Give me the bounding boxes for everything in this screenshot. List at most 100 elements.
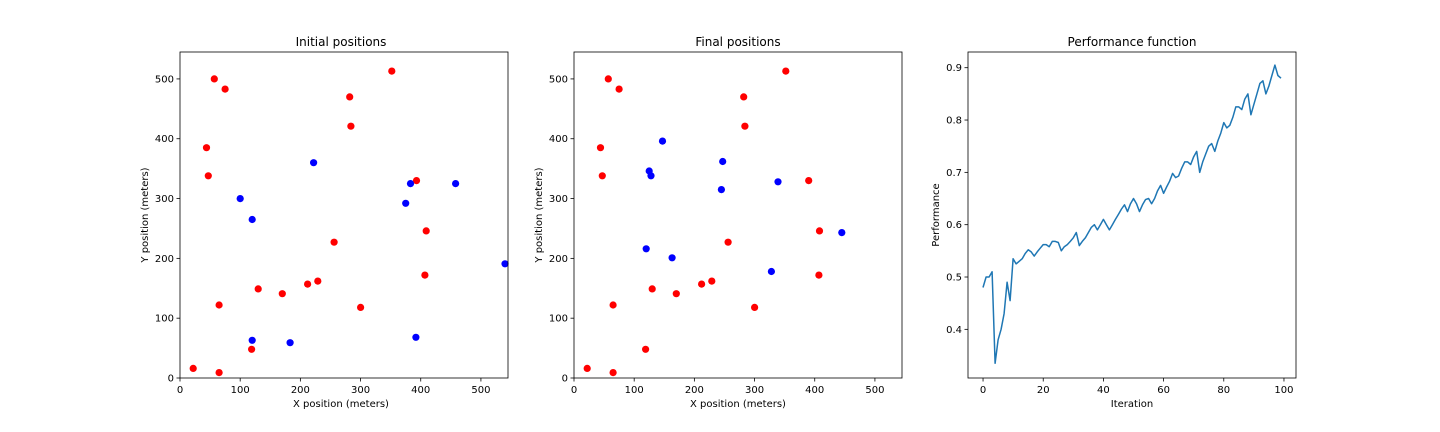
red-point (421, 271, 429, 279)
red-point (642, 345, 650, 353)
red-point (708, 277, 716, 285)
red-point (204, 172, 212, 180)
x-tick-label: 200 (685, 385, 704, 396)
plot-title: Initial positions (296, 35, 387, 49)
y-axis-label: Y position (meters) (534, 167, 545, 263)
blue-point (642, 245, 650, 253)
x-tick-label: 400 (805, 385, 824, 396)
red-point (314, 277, 322, 285)
red-point (412, 177, 421, 185)
red-point (215, 301, 223, 309)
blue-point (412, 333, 420, 341)
y-tick-label: 500 (155, 74, 174, 85)
y-tick-label: 0 (562, 374, 568, 385)
x-axis-label: X position (meters) (690, 399, 786, 410)
blue-point (236, 195, 244, 203)
red-point (805, 177, 813, 185)
red-point (221, 85, 229, 93)
blue-point (658, 137, 667, 145)
y-tick-label: 0.9 (946, 63, 962, 74)
red-point (672, 290, 680, 298)
red-point (815, 271, 823, 279)
x-tick-label: 300 (351, 385, 370, 396)
red-point (215, 369, 223, 377)
x-tick-label: 0 (571, 385, 577, 396)
blue-point (406, 180, 415, 188)
x-axis-label: X position (meters) (293, 399, 389, 410)
axes-frame (967, 51, 1297, 379)
y-tick-label: 100 (155, 314, 174, 325)
red-point (698, 280, 706, 288)
x-tick-label: 100 (231, 385, 250, 396)
red-point (254, 285, 262, 293)
red-point (604, 75, 612, 83)
y-tick-label: 0.7 (946, 168, 962, 179)
blue-point (774, 178, 782, 186)
y-tick-label: 400 (155, 134, 174, 145)
blue-point (767, 267, 776, 276)
plot-title: Performance function (1068, 35, 1197, 49)
y-tick-label: 0.8 (946, 116, 962, 127)
red-point (782, 67, 790, 75)
red-point (210, 75, 218, 83)
red-point (751, 303, 759, 311)
final-positions-plot: Final positions X position (meters) Y po… (534, 35, 903, 410)
y-tick-label: 200 (549, 254, 568, 265)
y-tick-label: 400 (549, 134, 568, 145)
red-point (422, 227, 430, 235)
blue-point (719, 157, 727, 166)
red-point (330, 238, 338, 246)
blue-point (501, 260, 509, 268)
x-axis-label: Iteration (1111, 399, 1153, 410)
y-tick-label: 300 (155, 194, 174, 205)
x-tick-label: 300 (745, 385, 764, 396)
red-point (583, 364, 591, 372)
x-tick-label: 0 (980, 385, 986, 396)
performance-function-plot: Performance function Iteration Performan… (931, 35, 1297, 410)
x-tick-label: 0 (177, 385, 183, 396)
blue-point (286, 339, 294, 347)
red-point (304, 280, 312, 288)
red-point (609, 369, 617, 377)
red-point (388, 67, 396, 75)
y-tick-label: 100 (549, 314, 568, 325)
initial-positions-plot: Initial positions X position (meters) Y … (140, 35, 509, 410)
red-point (615, 85, 623, 93)
plot-title: Final positions (695, 35, 780, 49)
blue-point (310, 159, 318, 167)
red-point (598, 172, 606, 180)
red-point (815, 227, 824, 235)
y-axis-label: Y position (meters) (140, 167, 151, 263)
red-point (596, 144, 605, 152)
blue-point (668, 254, 676, 262)
red-point (346, 93, 354, 101)
red-point (741, 122, 749, 130)
red-point (609, 301, 617, 309)
x-tick-label: 500 (471, 385, 490, 396)
blue-point (248, 336, 256, 344)
x-tick-label: 80 (1217, 385, 1230, 396)
blue-point (452, 180, 460, 188)
performance-line (982, 64, 1282, 365)
y-axis-label: Performance (931, 183, 942, 246)
x-tick-label: 100 (625, 385, 644, 396)
blue-point (647, 172, 655, 180)
axes-frame (573, 51, 903, 379)
x-tick-label: 20 (1037, 385, 1050, 396)
red-point (278, 290, 286, 298)
y-tick-label: 500 (549, 74, 568, 85)
y-tick-label: 0 (168, 374, 174, 385)
red-point (347, 122, 355, 130)
red-point (357, 303, 365, 311)
red-point (248, 345, 256, 353)
red-point (648, 285, 656, 293)
red-point (202, 144, 211, 152)
blue-point (402, 199, 410, 207)
blue-point (838, 229, 846, 237)
y-tick-label: 300 (549, 194, 568, 205)
blue-point (717, 186, 726, 194)
y-tick-label: 0.4 (946, 325, 962, 336)
red-point (724, 238, 732, 246)
x-tick-label: 500 (865, 385, 884, 396)
